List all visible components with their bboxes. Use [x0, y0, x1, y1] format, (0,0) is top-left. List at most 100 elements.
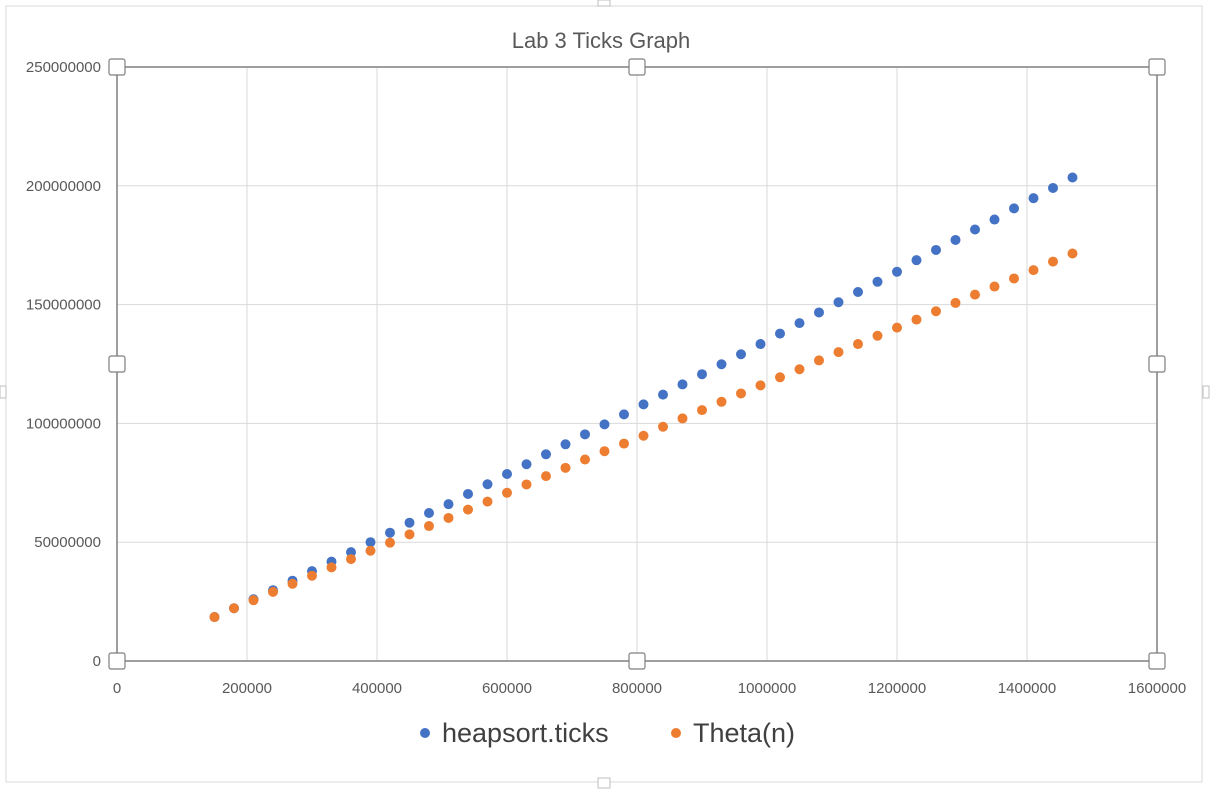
point-heapsort-ticks[interactable]	[385, 527, 395, 538]
point-theta-n[interactable]	[268, 586, 278, 597]
point-theta-n[interactable]	[482, 496, 493, 507]
point-heapsort-ticks[interactable]	[872, 276, 883, 287]
plot-area-handle[interactable]	[108, 355, 126, 373]
point-theta-n[interactable]	[1067, 248, 1078, 259]
frame-handle-right[interactable]	[1202, 385, 1210, 399]
point-heapsort-ticks[interactable]	[697, 369, 707, 380]
point-heapsort-ticks[interactable]	[463, 488, 473, 499]
point-heapsort-ticks[interactable]	[443, 499, 454, 510]
plot-area-selection-handles[interactable]	[108, 58, 1166, 670]
point-theta-n[interactable]	[989, 281, 1000, 292]
point-heapsort-ticks[interactable]	[833, 297, 844, 308]
point-heapsort-ticks[interactable]	[911, 255, 922, 266]
plot-area-handle[interactable]	[108, 652, 126, 670]
point-heapsort-ticks[interactable]	[775, 328, 785, 339]
point-heapsort-ticks[interactable]	[794, 318, 805, 329]
point-theta-n[interactable]	[911, 314, 922, 325]
point-theta-n[interactable]	[1009, 273, 1019, 284]
plot-area-handle[interactable]	[1148, 652, 1166, 670]
point-heapsort-ticks[interactable]	[892, 266, 902, 277]
point-theta-n[interactable]	[1048, 256, 1058, 267]
point-theta-n[interactable]	[814, 355, 824, 366]
point-theta-n[interactable]	[443, 512, 454, 523]
legend-label-heapsort-ticks[interactable]: heapsort.ticks	[442, 718, 609, 748]
point-theta-n[interactable]	[521, 479, 532, 490]
point-theta-n[interactable]	[931, 306, 941, 317]
point-theta-n[interactable]	[755, 380, 766, 391]
point-heapsort-ticks[interactable]	[950, 234, 961, 245]
point-theta-n[interactable]	[560, 462, 571, 473]
point-theta-n[interactable]	[248, 595, 259, 606]
point-theta-n[interactable]	[385, 537, 395, 548]
point-heapsort-ticks[interactable]	[716, 359, 727, 370]
point-heapsort-ticks[interactable]	[346, 547, 356, 558]
point-heapsort-ticks[interactable]	[931, 244, 941, 255]
point-theta-n[interactable]	[775, 372, 785, 383]
frame-handle-left[interactable]	[0, 385, 7, 399]
frame-handle-top[interactable]	[597, 0, 611, 7]
point-theta-n[interactable]	[794, 364, 805, 375]
point-heapsort-ticks[interactable]	[989, 214, 1000, 225]
point-theta-n[interactable]	[853, 339, 863, 350]
plot-area-handle[interactable]	[628, 58, 646, 76]
point-theta-n[interactable]	[970, 289, 980, 300]
point-theta-n[interactable]	[463, 504, 473, 515]
legend-label-theta-n[interactable]: Theta(n)	[693, 718, 795, 748]
point-theta-n[interactable]	[307, 570, 317, 581]
point-heapsort-ticks[interactable]	[853, 287, 863, 298]
point-theta-n[interactable]	[541, 471, 551, 482]
point-theta-n[interactable]	[619, 438, 629, 449]
point-theta-n[interactable]	[287, 578, 298, 589]
point-theta-n[interactable]	[950, 297, 961, 308]
point-heapsort-ticks[interactable]	[1028, 193, 1039, 204]
legend[interactable]: heapsort.ticks Theta(n)	[420, 718, 795, 748]
point-theta-n[interactable]	[209, 612, 220, 623]
point-heapsort-ticks[interactable]	[814, 307, 824, 318]
point-heapsort-ticks[interactable]	[424, 507, 434, 518]
point-theta-n[interactable]	[872, 330, 883, 341]
point-theta-n[interactable]	[1028, 265, 1039, 276]
point-theta-n[interactable]	[580, 454, 590, 465]
point-theta-n[interactable]	[346, 554, 356, 565]
point-theta-n[interactable]	[326, 562, 337, 573]
point-theta-n[interactable]	[638, 430, 649, 441]
point-heapsort-ticks[interactable]	[638, 399, 649, 410]
point-heapsort-ticks[interactable]	[658, 389, 668, 400]
point-heapsort-ticks[interactable]	[521, 459, 532, 470]
point-theta-n[interactable]	[716, 396, 727, 407]
point-heapsort-ticks[interactable]	[365, 537, 376, 548]
point-theta-n[interactable]	[404, 529, 415, 540]
plot-area-handle[interactable]	[1148, 355, 1166, 373]
point-heapsort-ticks[interactable]	[502, 469, 512, 480]
point-heapsort-ticks[interactable]	[736, 349, 746, 360]
point-theta-n[interactable]	[677, 413, 688, 424]
point-heapsort-ticks[interactable]	[755, 339, 766, 350]
plot-area-handle[interactable]	[108, 58, 126, 76]
point-heapsort-ticks[interactable]	[482, 479, 493, 490]
data-points[interactable]	[209, 172, 1078, 623]
point-heapsort-ticks[interactable]	[970, 224, 980, 235]
point-heapsort-ticks[interactable]	[580, 429, 590, 440]
point-theta-n[interactable]	[229, 603, 239, 614]
point-heapsort-ticks[interactable]	[560, 439, 571, 450]
plot-area-handle[interactable]	[628, 652, 646, 670]
point-heapsort-ticks[interactable]	[1067, 172, 1078, 183]
plot-area-handle[interactable]	[1148, 58, 1166, 76]
point-theta-n[interactable]	[599, 446, 610, 457]
point-heapsort-ticks[interactable]	[619, 409, 629, 420]
point-heapsort-ticks[interactable]	[1009, 203, 1019, 214]
point-theta-n[interactable]	[892, 322, 902, 333]
point-heapsort-ticks[interactable]	[1048, 182, 1058, 193]
point-theta-n[interactable]	[502, 487, 512, 498]
point-heapsort-ticks[interactable]	[541, 449, 551, 460]
point-theta-n[interactable]	[697, 405, 707, 416]
frame-handle-bottom[interactable]	[597, 777, 611, 789]
point-theta-n[interactable]	[365, 545, 376, 556]
point-heapsort-ticks[interactable]	[404, 517, 415, 528]
point-heapsort-ticks[interactable]	[599, 419, 610, 430]
point-heapsort-ticks[interactable]	[677, 379, 688, 390]
chart-title[interactable]: Lab 3 Ticks Graph	[512, 28, 691, 53]
point-theta-n[interactable]	[658, 421, 668, 432]
point-theta-n[interactable]	[424, 521, 434, 532]
point-theta-n[interactable]	[833, 347, 844, 358]
